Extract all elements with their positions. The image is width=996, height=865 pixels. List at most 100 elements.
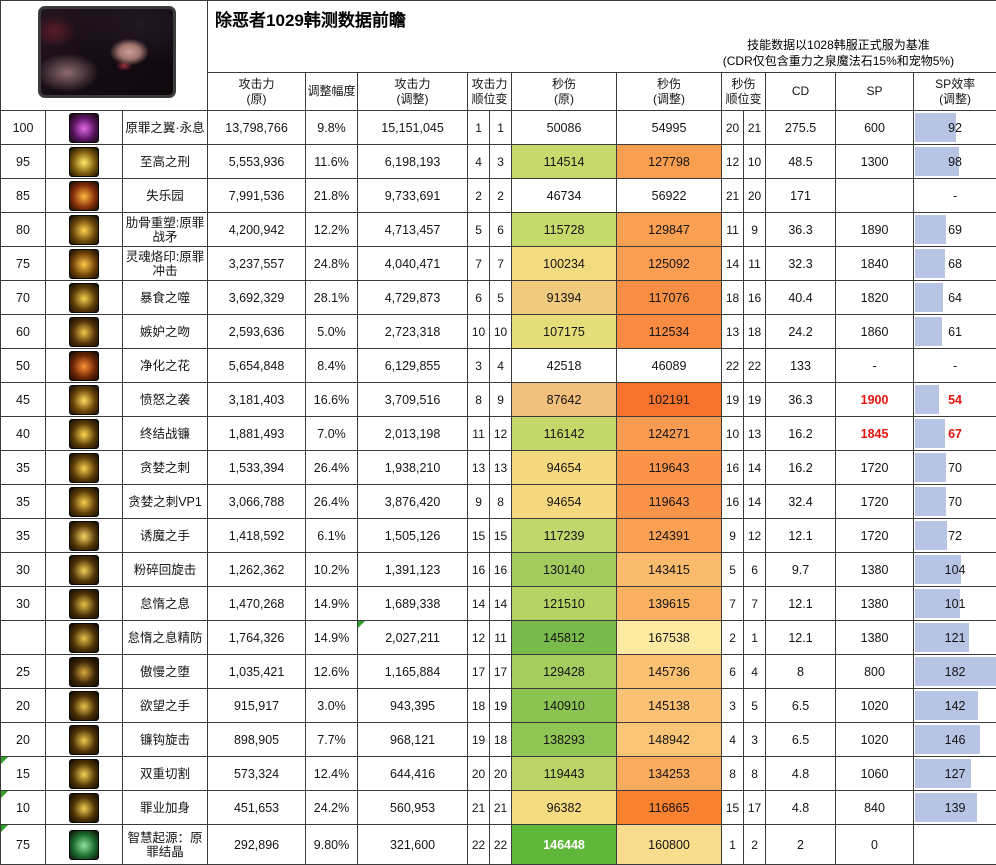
- cell-dps-new: 139615: [616, 586, 723, 621]
- cell-dps-rank-new: 21: [743, 110, 767, 145]
- cell-atk-new: 1,165,884: [357, 654, 469, 689]
- cell-dps-rank-new: 8: [743, 756, 767, 791]
- cell-sp: 1720: [835, 518, 915, 553]
- cell-atk-rank-old: 20: [467, 756, 491, 791]
- sp-eff-value: 98: [948, 154, 963, 169]
- cell-atk-rank-old: 11: [467, 416, 491, 451]
- cell-dps-rank-new: 14: [743, 484, 767, 519]
- cell-dps-orig: 46734: [511, 178, 618, 213]
- cell-adjust: 12.2%: [305, 212, 359, 247]
- cell-atk-rank-new: 10: [489, 314, 513, 349]
- cell-atk-new: 6,198,193: [357, 144, 469, 179]
- cell-cd: 8: [765, 654, 837, 689]
- skill-row: 20 欲望之手 915,917 3.0% 943,395 18 19 14091…: [0, 688, 996, 723]
- cell-level: 40: [0, 416, 46, 451]
- cell-atk-rank-old: 16: [467, 552, 491, 587]
- cell-icon: [45, 586, 123, 621]
- header-line: SP: [866, 84, 883, 98]
- cell-atk-rank-old: 10: [467, 314, 491, 349]
- header-line: (调整): [939, 91, 972, 106]
- cell-dps-rank-new: 11: [743, 246, 767, 281]
- cell-level: 45: [0, 382, 46, 417]
- cell-atk-new: 1,938,210: [357, 450, 469, 485]
- cell-adjust: 28.1%: [305, 280, 359, 315]
- col-header-dps-rank: 秒伤 顺位变: [721, 72, 767, 111]
- cell-atk-rank-new: 11: [489, 620, 513, 655]
- cell-atk-rank-old: 14: [467, 586, 491, 621]
- cell-dps-rank-old: 12: [721, 144, 745, 179]
- cell-dps-rank-new: 13: [743, 416, 767, 451]
- cell-sp: -: [835, 348, 915, 383]
- header-line: (原): [554, 91, 575, 106]
- cell-dps-new: 54995: [616, 110, 723, 145]
- cell-dps-orig: 146448: [511, 824, 618, 865]
- col-header-dps-orig: 秒伤 (原): [511, 72, 618, 111]
- cell-skill-name: 智慧起源：原罪结晶: [121, 824, 209, 865]
- cell-sp: 1020: [835, 688, 915, 723]
- cell-dps-rank-new: 7: [743, 586, 767, 621]
- cell-dps-rank-new: 14: [743, 450, 767, 485]
- cell-adjust: 24.8%: [305, 246, 359, 281]
- cell-level: 30: [0, 586, 46, 621]
- sp-eff-databar: [915, 555, 962, 584]
- cell-level: 35: [0, 450, 46, 485]
- cell-icon: [45, 144, 123, 179]
- skill-row: 30 怠惰之息 1,470,268 14.9% 1,689,338 14 14 …: [0, 586, 996, 621]
- cell-cd: 24.2: [765, 314, 837, 349]
- sp-eff-databar: [915, 623, 969, 652]
- cell-atk-orig: 898,905: [207, 722, 307, 757]
- skill-row: 35 贪婪之刺VP1 3,066,788 26.4% 3,876,420 9 8…: [0, 484, 996, 519]
- cell-atk-rank-new: 20: [489, 756, 513, 791]
- cell-atk-rank-new: 13: [489, 450, 513, 485]
- cell-dps-orig: 50086: [511, 110, 618, 145]
- cell-atk-rank-old: 3: [467, 348, 491, 383]
- cell-atk-rank-new: 15: [489, 518, 513, 553]
- sp-eff-value: 72: [948, 528, 963, 543]
- sp-eff-databar: [915, 521, 947, 550]
- cell-dps-rank-old: 16: [721, 484, 745, 519]
- skill-icon: [69, 724, 99, 755]
- sp-eff-value: 142: [944, 698, 966, 713]
- cell-atk-rank-new: 22: [489, 824, 513, 865]
- cell-dps-rank-new: 2: [743, 824, 767, 865]
- cell-atk-rank-new: 3: [489, 144, 513, 179]
- cell-sp: 1380: [835, 552, 915, 587]
- cell-skill-name: 贪婪之刺VP1: [121, 484, 209, 519]
- cell-sp-eff: 72: [913, 518, 996, 553]
- cell-dps-new: 102191: [616, 382, 723, 417]
- sp-eff-value: 101: [944, 596, 966, 611]
- cell-dps-new: 148942: [616, 722, 723, 757]
- cell-cd: 4.8: [765, 756, 837, 791]
- cell-dps-rank-new: 22: [743, 348, 767, 383]
- header-line: 秒伤: [731, 76, 756, 91]
- cell-atk-rank-new: 7: [489, 246, 513, 281]
- cell-atk-rank-old: 19: [467, 722, 491, 757]
- cell-level: 60: [0, 314, 46, 349]
- col-header-atk-orig: 攻击力 (原): [207, 72, 307, 111]
- sp-eff-value: 68: [948, 256, 963, 271]
- cell-dps-rank-new: 19: [743, 382, 767, 417]
- skill-row: 10 罪业加身 451,653 24.2% 560,953 21 21 9638…: [0, 790, 996, 825]
- cell-dps-rank-old: 1: [721, 824, 745, 865]
- cell-sp: 1820: [835, 280, 915, 315]
- cell-dps-rank-old: 2: [721, 620, 745, 655]
- cell-dps-orig: 138293: [511, 722, 618, 757]
- cell-sp: [835, 178, 915, 213]
- cell-dps-new: 46089: [616, 348, 723, 383]
- cell-dps-orig: 117239: [511, 518, 618, 553]
- cell-atk-new: 2,013,198: [357, 416, 469, 451]
- cell-dps-rank-new: 6: [743, 552, 767, 587]
- cell-atk-orig: 3,066,788: [207, 484, 307, 519]
- cell-cd: 16.2: [765, 416, 837, 451]
- skill-row: 50 净化之花 5,654,848 8.4% 6,129,855 3 4 425…: [0, 348, 996, 383]
- header-notes: 技能数据以1028韩服正式服为基准 (CDR仅包含重力之泉魔法石15%和宠物5%…: [723, 37, 954, 69]
- col-header-cd: CD: [765, 72, 837, 111]
- sp-eff-databar: [915, 283, 944, 312]
- cell-sp-eff: 54: [913, 382, 996, 417]
- cell-cd: 16.2: [765, 450, 837, 485]
- sp-eff-value: 139: [944, 800, 966, 815]
- cell-atk-orig: 1,764,326: [207, 620, 307, 655]
- cell-atk-orig: 5,654,848: [207, 348, 307, 383]
- cell-dps-rank-new: 3: [743, 722, 767, 757]
- cell-dps-rank-new: 10: [743, 144, 767, 179]
